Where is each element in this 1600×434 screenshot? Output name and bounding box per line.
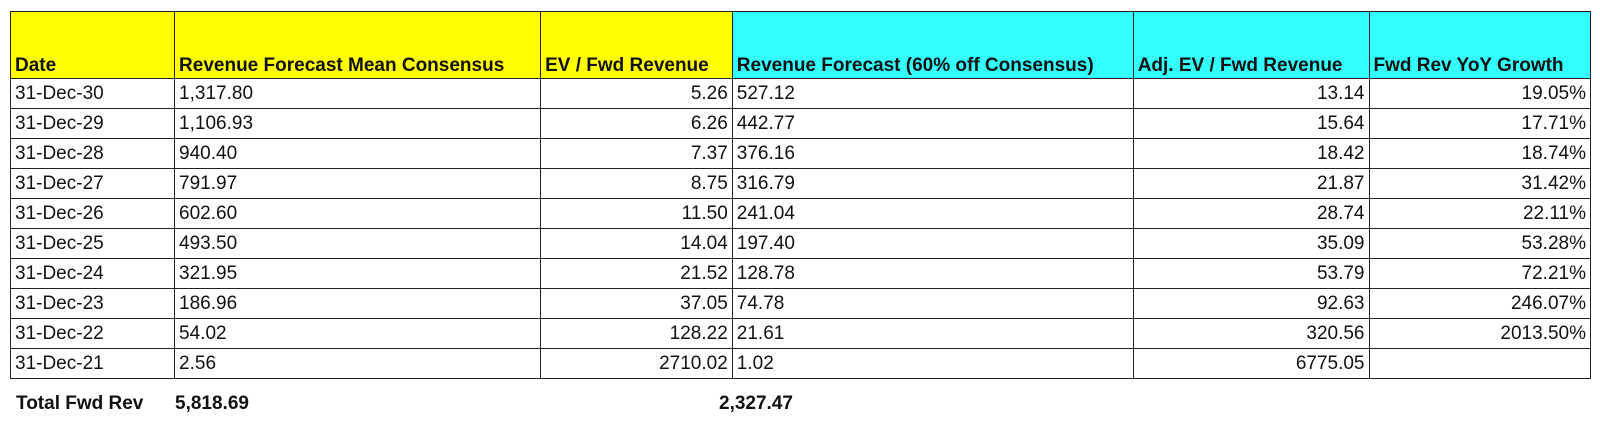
total-revenue-adjusted: 2,327.47: [719, 393, 793, 414]
cell-revenue-adjusted[interactable]: 74.78: [731, 288, 1134, 319]
cell-adj-ev-fwd-revenue[interactable]: 320.56: [1132, 318, 1370, 349]
header-yoy-growth[interactable]: Fwd Rev YoY Growth: [1368, 11, 1591, 79]
cell-ev-fwd-revenue[interactable]: 128.22: [540, 318, 733, 349]
table-row: 31-Dec-26 602.60 11.50 241.04 28.74 22.1…: [9, 198, 1591, 229]
cell-adj-ev-fwd-revenue[interactable]: 18.42: [1132, 138, 1370, 169]
cell-date[interactable]: 31-Dec-23: [9, 288, 176, 319]
cell-adj-ev-fwd-revenue[interactable]: 92.63: [1132, 288, 1370, 319]
cell-date[interactable]: 31-Dec-30: [9, 78, 176, 109]
cell-date[interactable]: 31-Dec-21: [9, 348, 176, 379]
header-date[interactable]: Date: [9, 11, 176, 79]
cell-yoy-growth[interactable]: 31.42%: [1368, 168, 1591, 199]
table-row: 31-Dec-22 54.02 128.22 21.61 320.56 2013…: [9, 318, 1591, 349]
header-ev-fwd-revenue[interactable]: EV / Fwd Revenue: [540, 11, 733, 79]
cell-yoy-growth[interactable]: 22.11%: [1368, 198, 1591, 229]
cell-revenue-adjusted[interactable]: 21.61: [731, 318, 1134, 349]
cell-yoy-growth[interactable]: 18.74%: [1368, 138, 1591, 169]
header-revenue-adjusted[interactable]: Revenue Forecast (60% off Consensus): [731, 11, 1134, 79]
cell-adj-ev-fwd-revenue[interactable]: 53.79: [1132, 258, 1370, 289]
cell-adj-ev-fwd-revenue[interactable]: 15.64: [1132, 108, 1370, 139]
forecast-table: Date Revenue Forecast Mean Consensus EV …: [9, 11, 1591, 379]
table-row: 31-Dec-28 940.40 7.37 376.16 18.42 18.74…: [9, 138, 1591, 169]
cell-date[interactable]: 31-Dec-28: [9, 138, 176, 169]
cell-ev-fwd-revenue[interactable]: 37.05: [540, 288, 733, 319]
cell-date[interactable]: 31-Dec-29: [9, 108, 176, 139]
cell-revenue-consensus[interactable]: 493.50: [174, 228, 542, 259]
table-row: 31-Dec-21 2.56 2710.02 1.02 6775.05: [9, 348, 1591, 379]
cell-ev-fwd-revenue[interactable]: 11.50: [540, 198, 733, 229]
cell-yoy-growth[interactable]: 2013.50%: [1368, 318, 1591, 349]
table-body: 31-Dec-30 1,317.80 5.26 527.12 13.14 19.…: [9, 78, 1591, 379]
totals-label: Total Fwd Rev: [16, 393, 144, 414]
table-row: 31-Dec-27 791.97 8.75 316.79 21.87 31.42…: [9, 168, 1591, 199]
cell-revenue-adjusted[interactable]: 376.16: [731, 138, 1134, 169]
totals-row: Total Fwd Rev 5,818.69 2,327.47: [10, 391, 1591, 417]
table-row: 31-Dec-23 186.96 37.05 74.78 92.63 246.0…: [9, 288, 1591, 319]
cell-revenue-adjusted[interactable]: 128.78: [731, 258, 1134, 289]
cell-revenue-adjusted[interactable]: 442.77: [731, 108, 1134, 139]
cell-revenue-consensus[interactable]: 602.60: [174, 198, 542, 229]
cell-revenue-adjusted[interactable]: 197.40: [731, 228, 1134, 259]
cell-revenue-consensus[interactable]: 940.40: [174, 138, 542, 169]
cell-date[interactable]: 31-Dec-27: [9, 168, 176, 199]
table-row: 31-Dec-25 493.50 14.04 197.40 35.09 53.2…: [9, 228, 1591, 259]
table-row: 31-Dec-30 1,317.80 5.26 527.12 13.14 19.…: [9, 78, 1591, 109]
cell-revenue-consensus[interactable]: 1,106.93: [174, 108, 542, 139]
cell-date[interactable]: 31-Dec-24: [9, 258, 176, 289]
header-row: Date Revenue Forecast Mean Consensus EV …: [9, 11, 1591, 79]
cell-revenue-adjusted[interactable]: 527.12: [731, 78, 1134, 109]
cell-revenue-consensus[interactable]: 2.56: [174, 348, 542, 379]
cell-revenue-adjusted[interactable]: 316.79: [731, 168, 1134, 199]
table-row: 31-Dec-29 1,106.93 6.26 442.77 15.64 17.…: [9, 108, 1591, 139]
cell-revenue-consensus[interactable]: 791.97: [174, 168, 542, 199]
cell-ev-fwd-revenue[interactable]: 5.26: [540, 78, 733, 109]
cell-adj-ev-fwd-revenue[interactable]: 21.87: [1132, 168, 1370, 199]
cell-ev-fwd-revenue[interactable]: 7.37: [540, 138, 733, 169]
cell-yoy-growth[interactable]: 72.21%: [1368, 258, 1591, 289]
spreadsheet: Date Revenue Forecast Mean Consensus EV …: [9, 11, 1591, 414]
cell-revenue-adjusted[interactable]: 1.02: [731, 348, 1134, 379]
cell-date[interactable]: 31-Dec-22: [9, 318, 176, 349]
cell-yoy-growth[interactable]: 19.05%: [1368, 78, 1591, 109]
cell-date[interactable]: 31-Dec-25: [9, 228, 176, 259]
cell-ev-fwd-revenue[interactable]: 21.52: [540, 258, 733, 289]
cell-adj-ev-fwd-revenue[interactable]: 6775.05: [1132, 348, 1370, 379]
cell-revenue-consensus[interactable]: 54.02: [174, 318, 542, 349]
total-revenue-consensus: 5,818.69: [175, 393, 249, 414]
cell-revenue-consensus[interactable]: 186.96: [174, 288, 542, 319]
cell-revenue-consensus[interactable]: 1,317.80: [174, 78, 542, 109]
cell-yoy-growth[interactable]: 246.07%: [1368, 288, 1591, 319]
cell-ev-fwd-revenue[interactable]: 6.26: [540, 108, 733, 139]
cell-revenue-adjusted[interactable]: 241.04: [731, 198, 1134, 229]
header-revenue-consensus[interactable]: Revenue Forecast Mean Consensus: [174, 11, 542, 79]
cell-date[interactable]: 31-Dec-26: [9, 198, 176, 229]
cell-yoy-growth[interactable]: 53.28%: [1368, 228, 1591, 259]
cell-adj-ev-fwd-revenue[interactable]: 13.14: [1132, 78, 1370, 109]
cell-yoy-growth[interactable]: [1368, 348, 1591, 379]
cell-yoy-growth[interactable]: 17.71%: [1368, 108, 1591, 139]
cell-ev-fwd-revenue[interactable]: 8.75: [540, 168, 733, 199]
cell-ev-fwd-revenue[interactable]: 14.04: [540, 228, 733, 259]
cell-revenue-consensus[interactable]: 321.95: [174, 258, 542, 289]
table-row: 31-Dec-24 321.95 21.52 128.78 53.79 72.2…: [9, 258, 1591, 289]
cell-ev-fwd-revenue[interactable]: 2710.02: [540, 348, 733, 379]
cell-adj-ev-fwd-revenue[interactable]: 28.74: [1132, 198, 1370, 229]
header-adj-ev-fwd-revenue[interactable]: Adj. EV / Fwd Revenue: [1132, 11, 1370, 79]
cell-adj-ev-fwd-revenue[interactable]: 35.09: [1132, 228, 1370, 259]
